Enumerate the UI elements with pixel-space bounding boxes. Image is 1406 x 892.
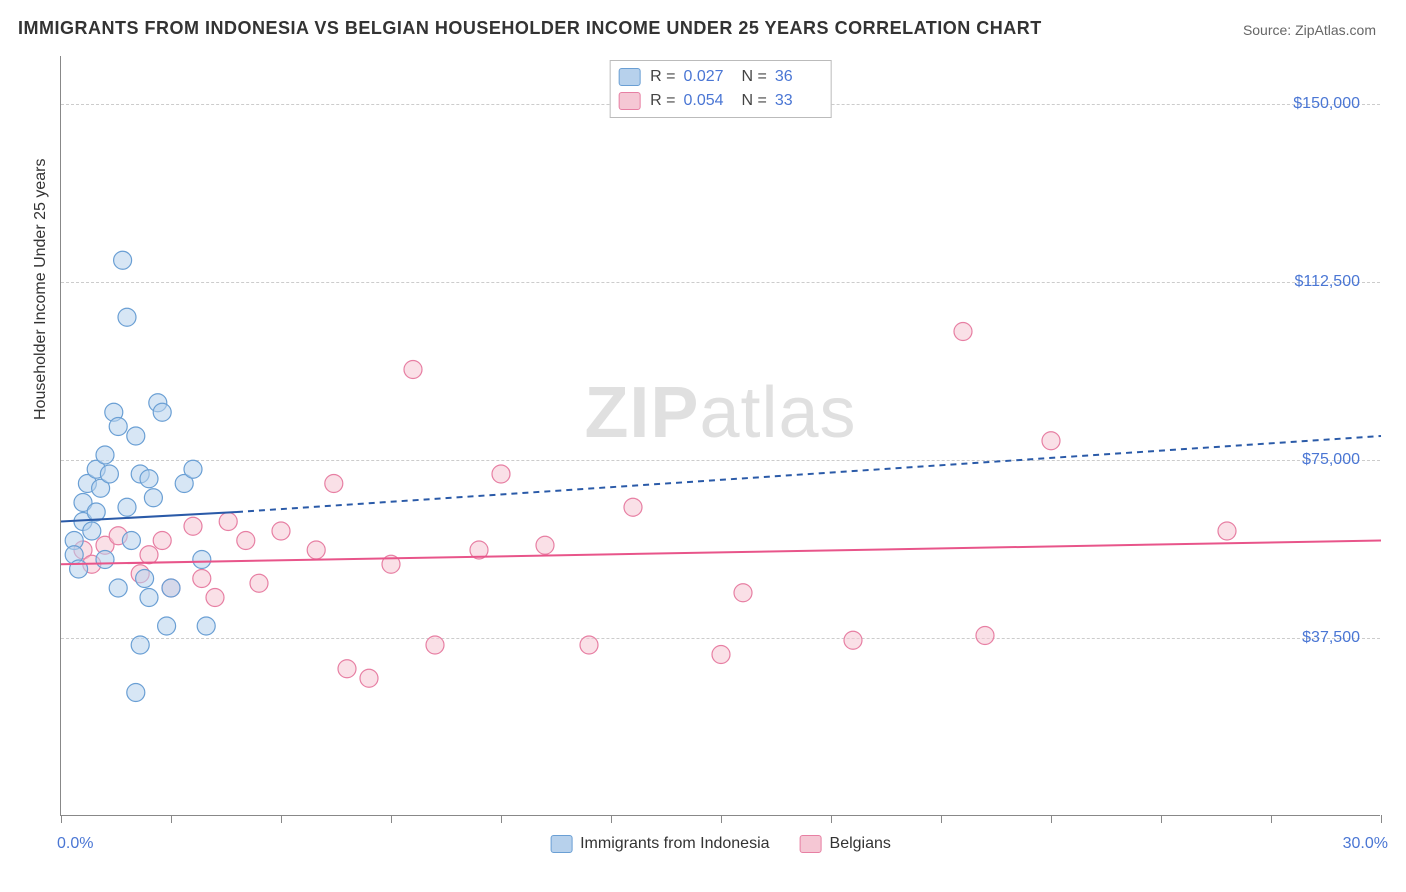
- x-tick-label-min: 0.0%: [57, 835, 93, 853]
- stats-row-series-0: R = 0.027 N = 36: [618, 65, 823, 89]
- n-label: N =: [742, 89, 767, 113]
- legend-item-1: Belgians: [800, 835, 891, 853]
- source-attribution: Source: ZipAtlas.com: [1243, 22, 1376, 38]
- chart-plot-area: ZIPatlas $37,500$75,000$112,500$150,000 …: [60, 56, 1380, 816]
- legend-label: Immigrants from Indonesia: [580, 835, 769, 853]
- n-value: 36: [775, 65, 823, 89]
- r-label: R =: [650, 65, 675, 89]
- bottom-legend: Immigrants from Indonesia Belgians: [550, 835, 891, 853]
- n-label: N =: [742, 65, 767, 89]
- r-value: 0.054: [684, 89, 732, 113]
- swatch-icon: [618, 68, 640, 86]
- legend-item-0: Immigrants from Indonesia: [550, 835, 769, 853]
- r-label: R =: [650, 89, 675, 113]
- n-value: 33: [775, 89, 823, 113]
- swatch-icon: [618, 92, 640, 110]
- r-value: 0.027: [684, 65, 732, 89]
- swatch-icon: [550, 835, 572, 853]
- legend-label: Belgians: [830, 835, 891, 853]
- stats-row-series-1: R = 0.054 N = 33: [618, 89, 823, 113]
- stats-legend-box: R = 0.027 N = 36 R = 0.054 N = 33: [609, 60, 832, 118]
- y-axis-label: Householder Income Under 25 years: [32, 159, 50, 420]
- chart-title: IMMIGRANTS FROM INDONESIA VS BELGIAN HOU…: [18, 18, 1042, 39]
- scatter-svg: [61, 56, 1380, 815]
- swatch-icon: [800, 835, 822, 853]
- x-tick-label-max: 30.0%: [1343, 835, 1388, 853]
